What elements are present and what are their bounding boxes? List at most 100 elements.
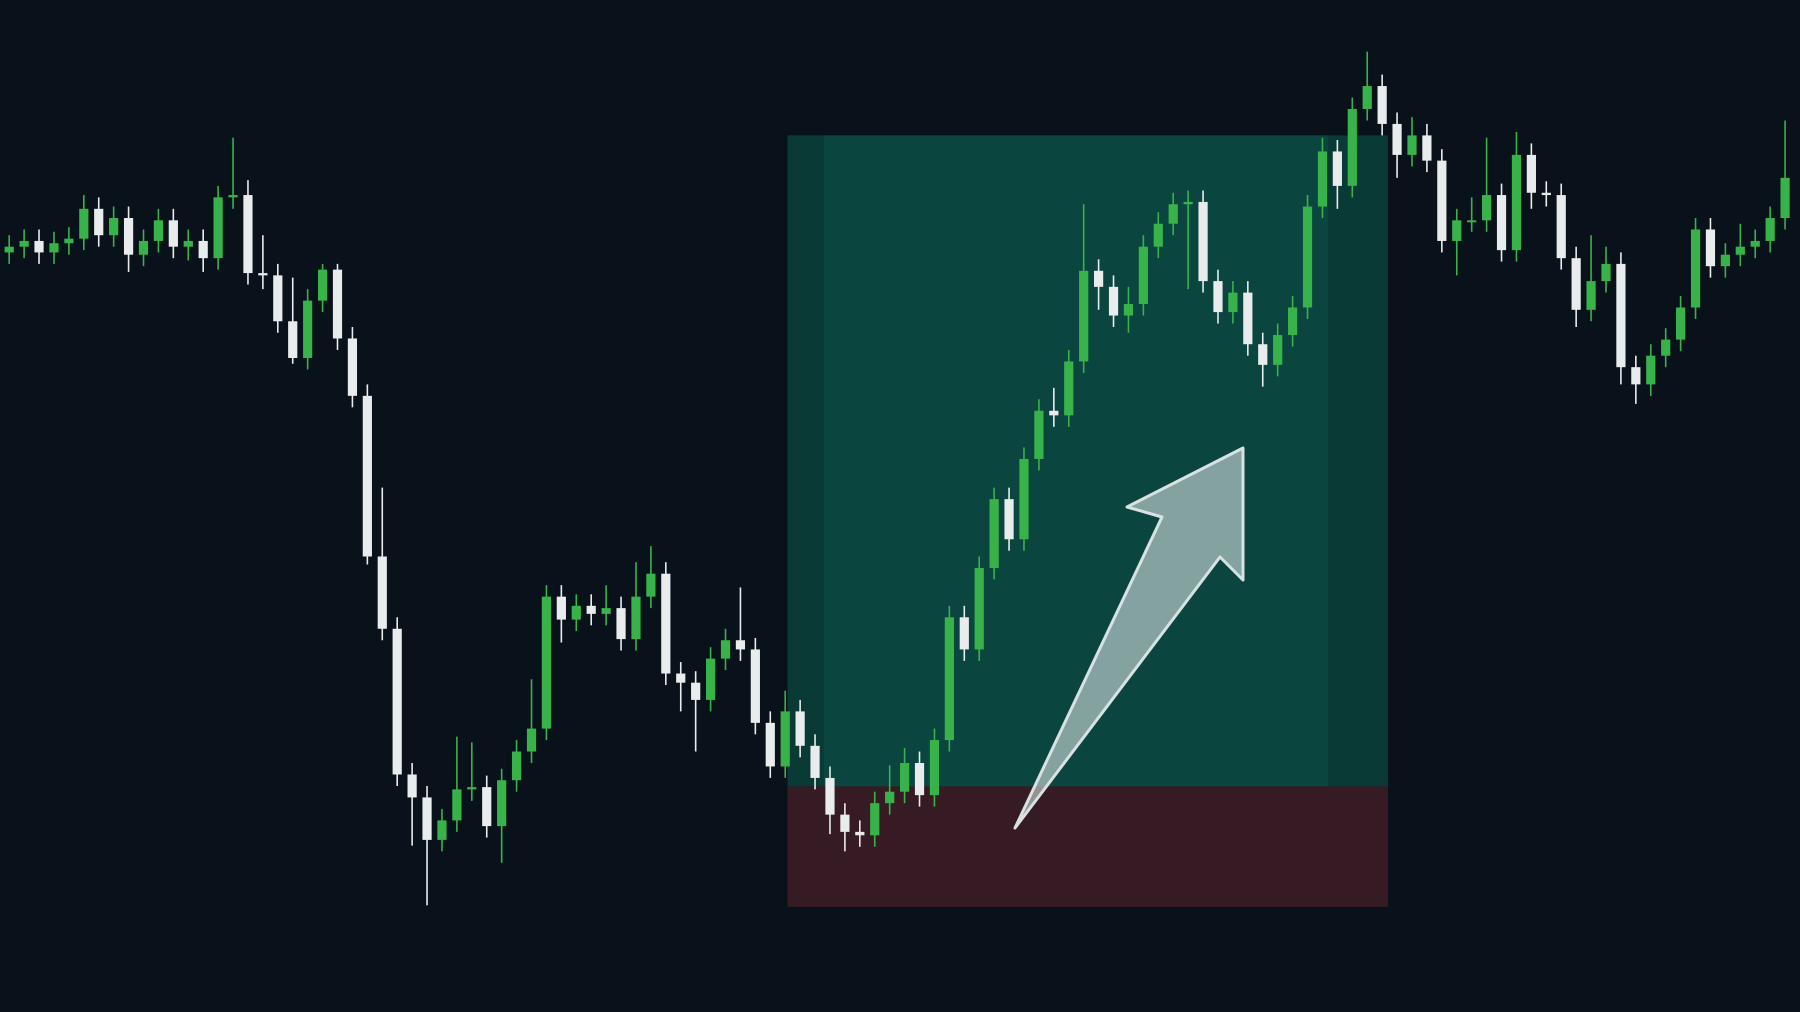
candle-body: [377, 556, 387, 629]
candle-body: [1676, 307, 1686, 340]
candle-body: [422, 797, 432, 840]
candle-body: [840, 814, 850, 832]
candle-body: [407, 774, 417, 798]
candle-body: [1108, 286, 1119, 316]
candle-body: [123, 218, 134, 255]
candle-body: [1392, 123, 1402, 155]
candle-body: [899, 763, 910, 792]
candle-body: [1556, 195, 1566, 259]
candle-body: [1735, 246, 1745, 255]
candle-body: [944, 617, 954, 741]
candle-body: [1750, 240, 1760, 247]
candle-body: [34, 240, 44, 253]
candle-body: [1064, 361, 1074, 416]
candle-body: [795, 711, 805, 746]
candle-body: [258, 273, 268, 276]
candle-body: [49, 243, 59, 253]
candle-body: [1168, 204, 1178, 224]
candle-body: [1198, 201, 1208, 282]
candle-body: [765, 722, 775, 767]
candle-body: [855, 831, 865, 836]
candle-body: [317, 269, 328, 301]
candle-body: [810, 745, 820, 778]
candle-body: [332, 269, 343, 339]
candle-body: [452, 789, 462, 821]
candle-body: [482, 787, 492, 827]
candle-body: [825, 777, 835, 815]
candle-body: [1571, 258, 1581, 310]
candle-body: [1183, 201, 1193, 205]
candle-body: [153, 220, 164, 241]
candle-body: [1004, 499, 1014, 540]
candle-body: [1526, 154, 1536, 193]
candle-body: [1377, 86, 1387, 124]
candle-body: [646, 573, 656, 597]
candle-body: [750, 649, 760, 723]
candle-body: [467, 787, 477, 790]
candle-body: [989, 499, 999, 568]
candle-body: [1467, 220, 1477, 223]
candle-body: [1049, 410, 1059, 416]
candle-body: [138, 240, 149, 255]
candle-body: [303, 300, 313, 358]
candle-body: [1646, 355, 1656, 385]
candles: [4, 51, 1790, 906]
candle-body: [1317, 151, 1328, 207]
candle-body: [511, 751, 522, 781]
candle-body: [1019, 458, 1029, 540]
candle-body: [1541, 192, 1551, 196]
candle-body: [720, 640, 731, 659]
candle-body: [914, 763, 925, 796]
candle-body: [885, 791, 895, 804]
candle-body: [64, 238, 74, 244]
candle-body: [109, 218, 119, 236]
candle-body: [392, 628, 402, 775]
candle-body: [1138, 246, 1148, 305]
candle-body: [631, 596, 641, 640]
candle-body: [959, 617, 969, 650]
candle-body: [288, 321, 298, 358]
candle-body: [661, 573, 671, 674]
candle-body: [1661, 339, 1671, 356]
candle-body: [571, 605, 581, 620]
candle-body: [1496, 195, 1507, 251]
candle-body: [586, 605, 596, 614]
candle-body: [735, 640, 746, 650]
candle-body: [1437, 160, 1447, 241]
candle-body: [1452, 220, 1462, 241]
arrow: [1013, 446, 1245, 830]
candle-body: [1034, 410, 1044, 459]
candle-body: [1153, 223, 1163, 247]
candle-body: [347, 338, 358, 396]
candle-body: [1302, 206, 1313, 308]
candle-body: [168, 220, 178, 247]
candle-body: [705, 658, 716, 700]
candle-body: [1362, 86, 1372, 110]
candle-body: [273, 275, 283, 322]
candle-body: [780, 711, 790, 767]
candle-body: [497, 780, 507, 827]
candle-body: [1228, 292, 1238, 313]
candle-body: [362, 395, 372, 557]
candle-body: [437, 820, 447, 840]
candle-body: [526, 728, 537, 752]
candle-body: [870, 803, 880, 836]
candle-body: [1482, 195, 1492, 221]
target-zone-inner: [824, 135, 1328, 787]
candle-body: [1093, 270, 1104, 287]
candle-body: [1780, 177, 1790, 219]
candle-body: [1601, 263, 1611, 282]
candle-body: [94, 208, 104, 236]
candle-body: [213, 197, 223, 259]
candle-body: [4, 246, 14, 253]
stop-zone: [787, 786, 1388, 907]
candle-body: [1213, 281, 1223, 313]
candle-body: [556, 596, 566, 620]
candle-body: [183, 240, 193, 247]
candle-body: [1273, 335, 1283, 365]
candle-body: [1288, 307, 1298, 336]
candle-body: [974, 567, 984, 650]
candle-body: [1705, 229, 1716, 267]
